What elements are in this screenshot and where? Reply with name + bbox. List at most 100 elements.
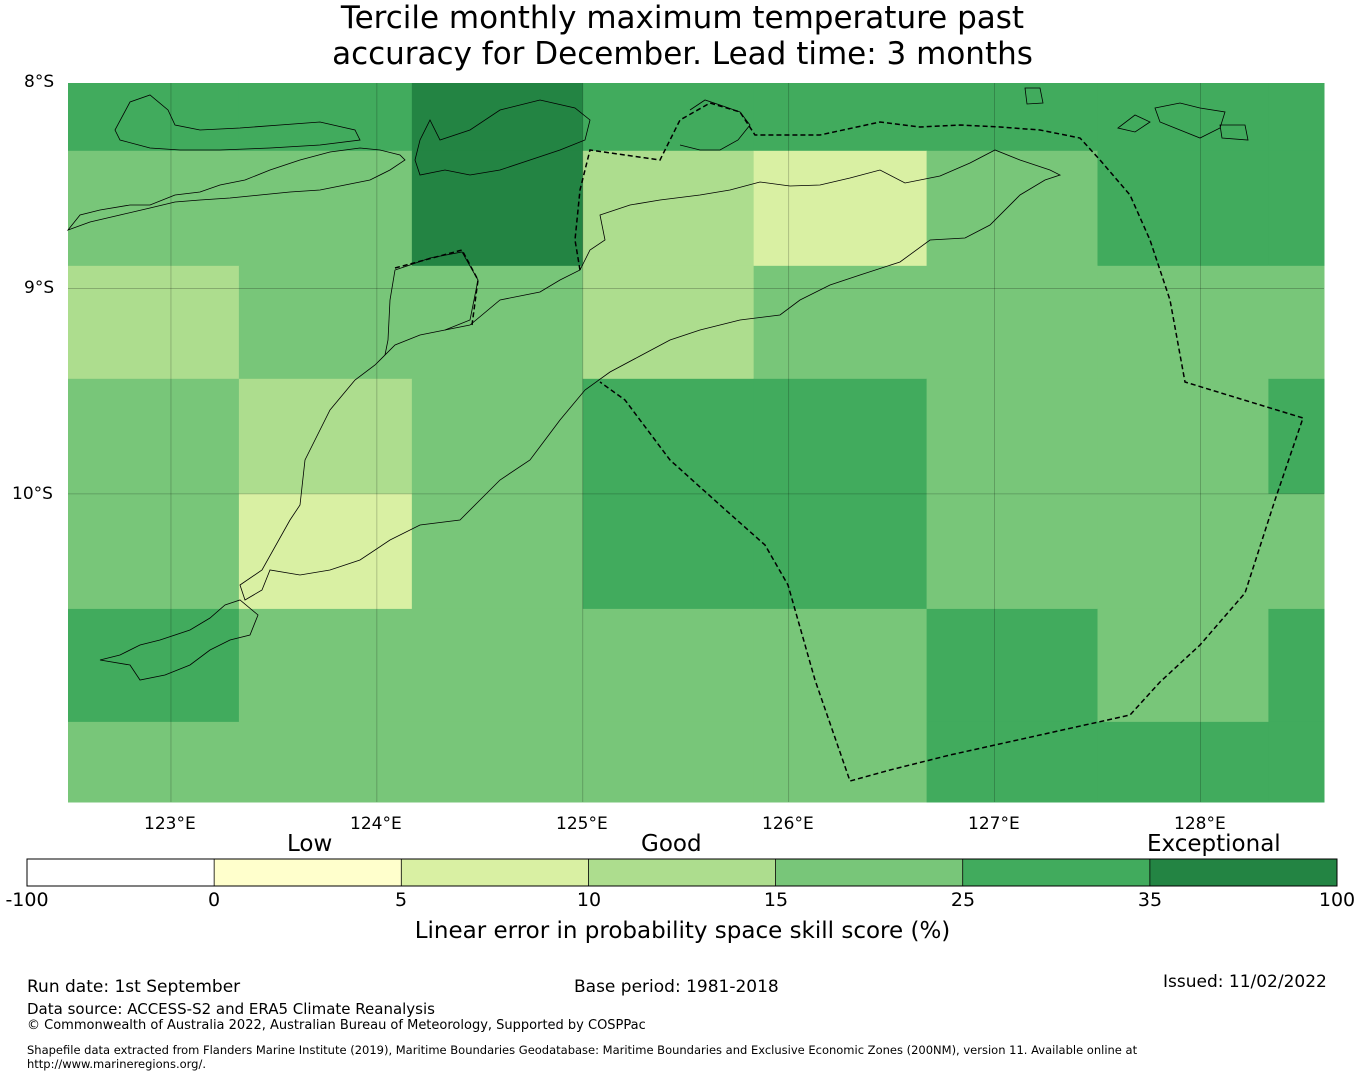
skill-cell [411, 493, 584, 610]
skill-cell [926, 265, 1099, 380]
skill-cell [582, 83, 755, 152]
skill-cell [411, 721, 584, 803]
skill-cell [238, 608, 413, 723]
skill-cell [68, 608, 240, 723]
coastlines [66, 87, 1249, 681]
skill-cell [68, 493, 240, 610]
skill-cell [1268, 83, 1325, 152]
skill-cell [1097, 150, 1269, 267]
skill-cell [753, 493, 928, 610]
skill-cell [582, 721, 755, 803]
skill-cell [1097, 721, 1269, 803]
solor-coastline [114, 94, 361, 151]
skill-cell [753, 378, 928, 495]
shapefile-url: http://www.marineregions.org/. [27, 1057, 206, 1071]
skill-cell [1097, 493, 1269, 610]
skill-cell [926, 83, 1099, 152]
skill-cell [1097, 608, 1269, 723]
category-low: Low [287, 831, 333, 857]
skill-cell [68, 721, 240, 803]
colorbar-tick: 10 [576, 889, 602, 911]
skill-cell [582, 608, 755, 723]
skill-cell [753, 150, 928, 267]
skill-cell [753, 83, 928, 152]
lon-tick-128e: 128°E [1174, 814, 1226, 834]
skill-cell [582, 265, 755, 380]
data-source: Data source: ACCESS-S2 and ERA5 Climate … [27, 1000, 435, 1018]
colorbar-segment [401, 859, 589, 886]
skill-cell [1268, 721, 1325, 803]
run-date: Run date: 1st September [27, 977, 241, 997]
skill-cell [68, 83, 240, 152]
colorbar-tick: 25 [950, 889, 976, 911]
lon-tick-126e: 126°E [762, 814, 814, 834]
category-good: Good [641, 831, 702, 857]
colorbar-tick: 15 [763, 889, 789, 911]
colorbar-segment [1149, 859, 1337, 886]
skill-cell [411, 83, 584, 152]
skill-cell [926, 378, 1099, 495]
skill-cell [753, 721, 928, 803]
skill-cell [926, 721, 1099, 803]
skill-cell [68, 150, 240, 267]
timor-coastline [239, 149, 1062, 601]
skill-cell [411, 150, 584, 267]
skill-cell [238, 721, 413, 803]
skill-cell [582, 150, 755, 267]
colorbar-segment [214, 859, 402, 886]
skill-cell [582, 378, 755, 495]
colorbar-tick: 100 [1318, 889, 1356, 911]
skill-cell [1097, 83, 1269, 152]
shapefile-credit: Shapefile data extracted from Flanders M… [27, 1043, 1138, 1057]
lat-tick-8s: 8°S [24, 72, 55, 92]
skill-cell [411, 378, 584, 495]
skill-cell [1097, 265, 1269, 380]
rote-coastline [99, 599, 259, 681]
skill-cell [1268, 150, 1325, 267]
skill-cell [238, 265, 413, 380]
skill-cell [1268, 608, 1325, 723]
lon-tick-124e: 124°E [350, 814, 402, 834]
colorbar-tick: -100 [5, 889, 49, 911]
skill-cell [68, 265, 240, 380]
skill-cell [753, 265, 928, 380]
small-island-coastline [1024, 87, 1249, 141]
colorbar-frame [26, 858, 1338, 887]
title-line-1: Tercile monthly maximum temperature past [340, 0, 1025, 36]
eez-boundary [394, 102, 1304, 782]
issued-date: Issued: 11/02/2022 [1163, 972, 1327, 992]
skill-cell [238, 150, 413, 267]
colorbar-label: Linear error in probability space skill … [414, 918, 951, 944]
north-island-coastline [414, 99, 591, 176]
flores-coastline [66, 147, 406, 231]
skill-cell [582, 493, 755, 610]
colorbar-segment [775, 859, 963, 886]
colorbar [26, 858, 1338, 887]
skill-cell [68, 378, 240, 495]
lon-tick-125e: 125°E [556, 814, 608, 834]
skill-cell [926, 150, 1099, 267]
skill-cell [238, 493, 413, 610]
colorbar-segment [588, 859, 776, 886]
lon-tick-127e: 127°E [968, 814, 1020, 834]
skill-cell [411, 608, 584, 723]
colorbar-segment [27, 859, 215, 886]
colorbar-tick: 5 [394, 889, 408, 911]
skill-cells [68, 83, 1325, 803]
skill-cell [753, 608, 928, 723]
copyright: © Commonwealth of Australia 2022, Austra… [27, 1018, 646, 1033]
skill-cell [1268, 265, 1325, 380]
lon-tick-123e: 123°E [144, 814, 196, 834]
lat-tick-9s: 9°S [24, 278, 55, 298]
skill-cell [238, 378, 413, 495]
map-title: Tercile monthly maximum temperature past… [0, 0, 1365, 72]
colorbar-segment [962, 859, 1150, 886]
skill-cell [411, 265, 584, 380]
skill-cell [926, 608, 1099, 723]
title-line-2: accuracy for December. Lead time: 3 mont… [332, 36, 1033, 72]
lat-tick-10s: 10°S [12, 484, 53, 504]
skill-cell [1097, 378, 1269, 495]
wetar-coastline [679, 99, 751, 151]
skill-cell [1268, 493, 1325, 610]
